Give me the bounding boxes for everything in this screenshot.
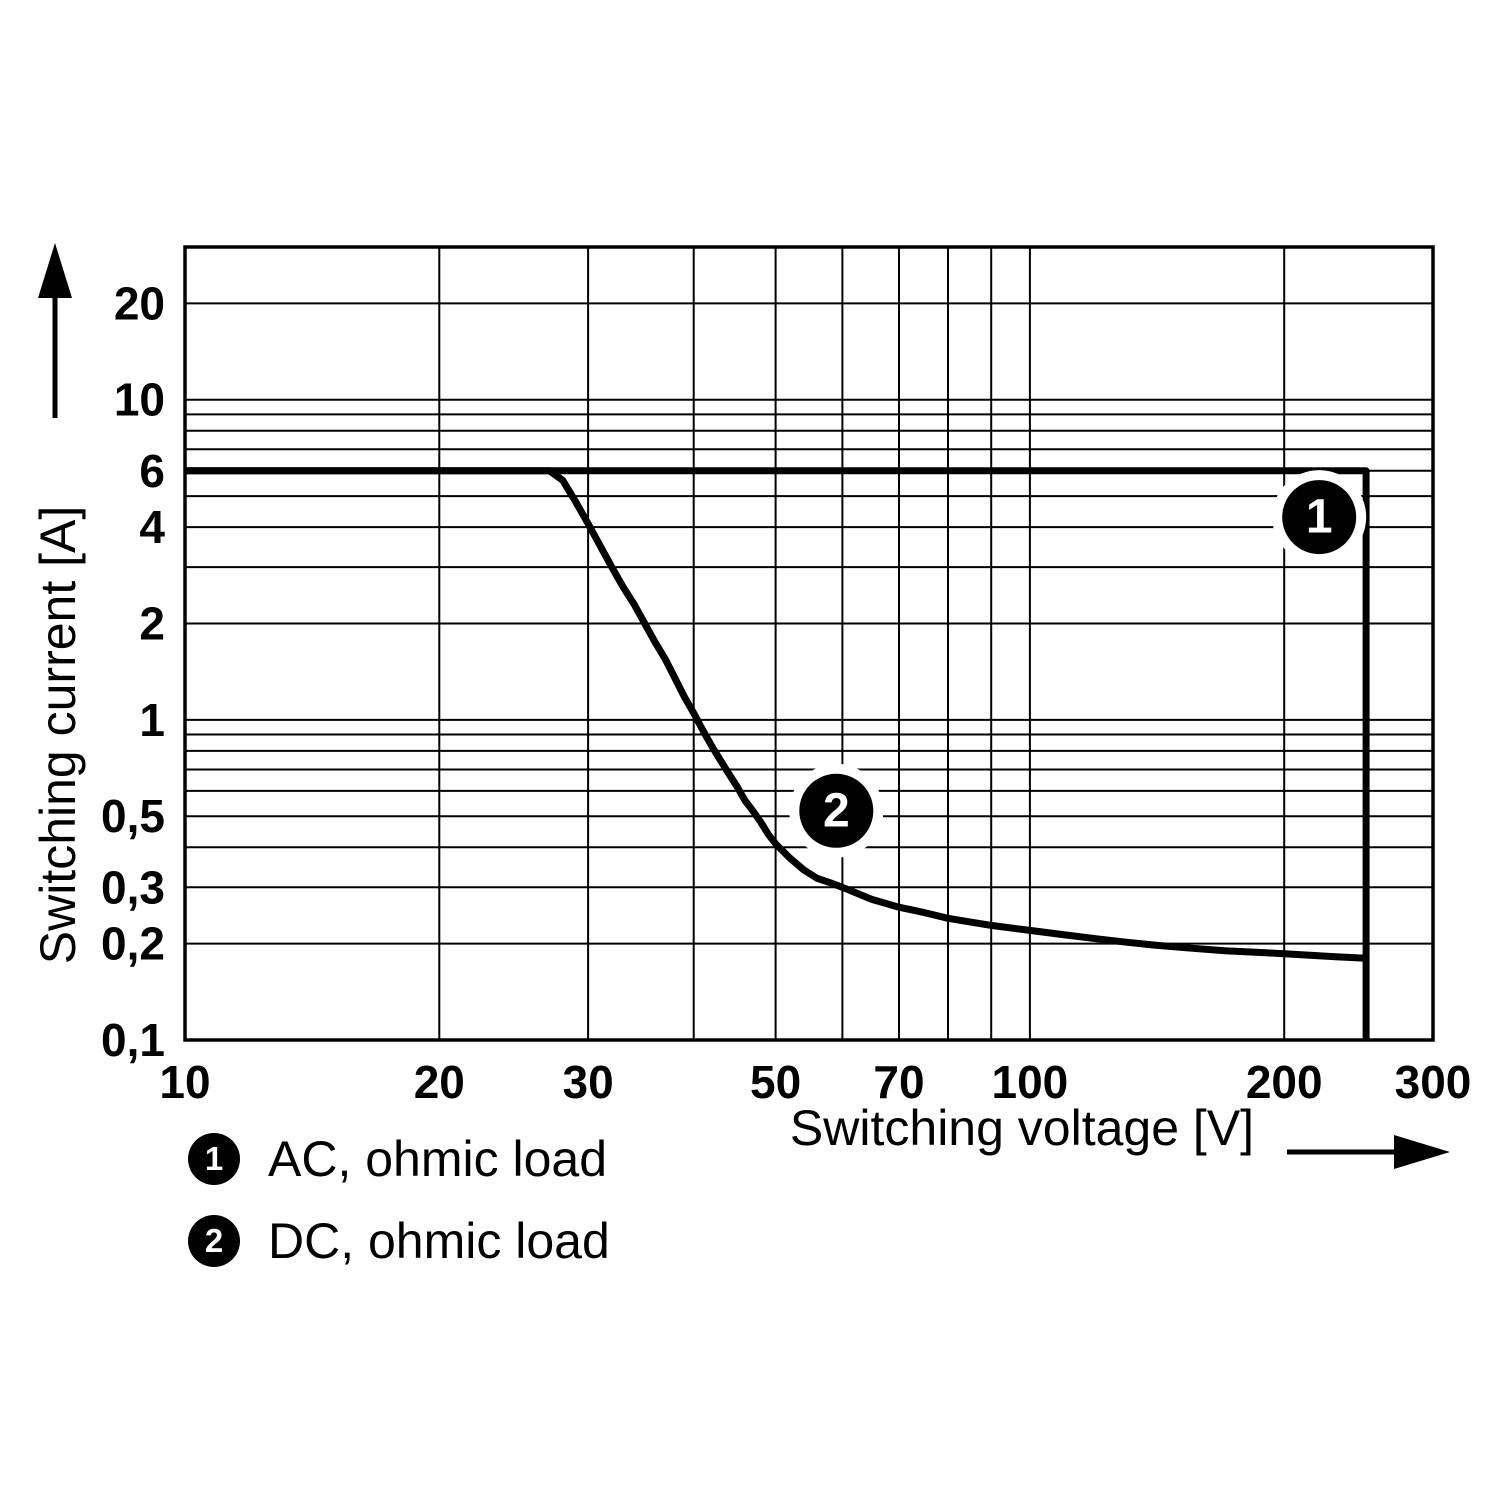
- y-tick-label: 0,1: [101, 1014, 165, 1066]
- y-tick-label: 1: [139, 694, 165, 746]
- curve-marker-1: 1: [1272, 470, 1367, 565]
- x-tick-labels: 10 20 30 50 70 100 200 300: [159, 1056, 1471, 1108]
- x-tick-label: 200: [1246, 1056, 1323, 1108]
- y-tick-label: 0,2: [101, 918, 165, 970]
- x-tick-label: 30: [563, 1056, 614, 1108]
- y-tick-label: 0,3: [101, 861, 165, 913]
- x-axis-title: Switching voltage [V]: [789, 1100, 1255, 1156]
- svg-text:2: 2: [823, 784, 850, 837]
- curve-marker-2: 2: [789, 763, 884, 858]
- x-tick-label: 20: [414, 1056, 465, 1108]
- grid: [184, 246, 1434, 1041]
- y-axis-title: Switching current [A]: [30, 505, 86, 965]
- x-tick-label: 300: [1395, 1056, 1472, 1108]
- y-tick-label: 4: [139, 501, 165, 553]
- curve-1-ac: [185, 467, 1370, 1040]
- x-tick-label: 10: [159, 1056, 210, 1108]
- x-tick-label: 70: [873, 1056, 924, 1108]
- legend: 1 AC, ohmic load 2 DC, ohmic load: [188, 1130, 610, 1270]
- svg-text:1: 1: [1306, 491, 1333, 544]
- legend-symbol-2: 2: [188, 1215, 240, 1267]
- y-tick-label: 6: [139, 445, 165, 497]
- y-tick-label: 2: [139, 598, 165, 650]
- x-tick-label: 100: [992, 1056, 1069, 1108]
- y-tick-label: 0,5: [101, 790, 165, 842]
- legend-label-ac: AC, ohmic load: [268, 1131, 608, 1187]
- y-tick-labels: 20 10 64 2 1 0,5 0,30,2 0,1: [101, 277, 165, 1066]
- curve-2-dc: [185, 467, 1367, 962]
- legend-item-ac: 1 AC, ohmic load: [188, 1130, 610, 1188]
- y-tick-label: 10: [114, 374, 165, 426]
- plot-border: [183, 245, 1435, 1042]
- y-tick-label: 20: [114, 277, 165, 329]
- y-axis-arrow-icon: [38, 243, 72, 418]
- legend-label-dc: DC, ohmic load: [268, 1213, 610, 1269]
- legend-symbol-1: 1: [188, 1133, 240, 1185]
- legend-item-dc: 2 DC, ohmic load: [188, 1212, 610, 1270]
- x-tick-label: 50: [750, 1056, 801, 1108]
- x-axis-arrow-icon: [1287, 1135, 1450, 1169]
